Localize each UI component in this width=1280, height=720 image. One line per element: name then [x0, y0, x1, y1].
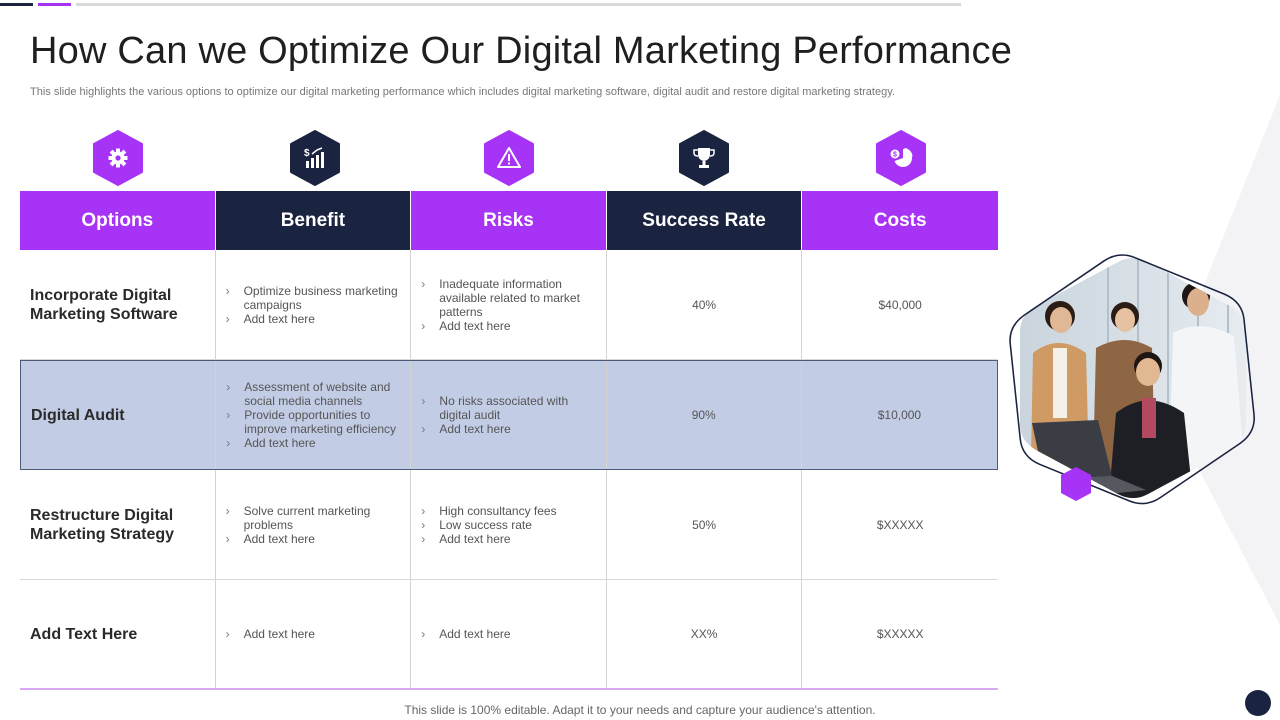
progress-strip-2: [38, 3, 71, 6]
options-table: $ $ Options Benefit Risks Success Rate C…: [20, 130, 998, 690]
risks-cell: High consultancy fees Low success rate A…: [411, 470, 607, 579]
list-item: Solve current marketing problems: [226, 504, 403, 532]
risks-hex: [483, 130, 535, 186]
table-row: Add Text Here Add text here Add text her…: [20, 580, 998, 690]
risks-cell: No risks associated with digital audit A…: [411, 361, 607, 469]
success-rate-cell: 90%: [607, 361, 802, 469]
list-item: Add text here: [421, 532, 556, 546]
table-row-highlighted: Digital Audit Assessment of website and …: [20, 360, 998, 470]
list-item: Add text here: [226, 532, 403, 546]
costs-hex: $: [875, 130, 927, 186]
header-costs: Costs: [802, 191, 998, 250]
list-item: Optimize business marketing campaigns: [226, 284, 403, 312]
list-item: Add text here: [421, 319, 598, 333]
list-item: Add text here: [225, 627, 314, 641]
svg-text:$: $: [304, 148, 310, 159]
benefit-cell: Optimize business marketing campaigns Ad…: [216, 250, 412, 359]
list-item: Add text here: [421, 627, 510, 641]
option-cell: Restructure Digital Marketing Strategy: [20, 470, 216, 579]
header-benefit: Benefit: [215, 191, 412, 250]
svg-text:$: $: [893, 152, 897, 159]
gear-icon: [108, 148, 128, 168]
success-rate-cell: 40%: [607, 250, 803, 359]
costs-cell: $XXXXX: [876, 517, 924, 532]
progress-strip-3: [76, 3, 961, 6]
list-item: Assessment of website and social media c…: [226, 380, 402, 408]
warning-icon: [497, 147, 521, 168]
option-cell: Incorporate Digital Marketing Software: [20, 250, 216, 359]
costs-cell: $XXXXX: [876, 627, 924, 641]
list-item: High consultancy fees: [421, 504, 556, 518]
benefit-cell: Solve current marketing problems Add tex…: [216, 470, 412, 579]
icon-row: $ $: [20, 130, 998, 191]
costs-cell: $40,000: [878, 297, 922, 312]
option-cell: Digital Audit: [21, 361, 217, 469]
list-item: Low success rate: [421, 518, 556, 532]
team-photo: [1009, 254, 1255, 505]
success-rate-cell: 50%: [607, 470, 803, 579]
dollar-chart-icon: $: [304, 147, 324, 168]
pie-chart-icon: $: [890, 148, 913, 167]
list-item: Add text here: [421, 422, 597, 436]
options-hex: [92, 130, 144, 186]
benefit-hex: $: [289, 130, 341, 186]
list-item: Add text here: [226, 436, 402, 450]
risks-cell: Inadequate information available related…: [411, 250, 607, 359]
slide-subtitle: This slide highlights the various option…: [30, 86, 895, 98]
benefit-cell: Add text here: [216, 580, 412, 688]
table-row: Incorporate Digital Marketing Software O…: [20, 250, 998, 360]
header-risks: Risks: [411, 191, 607, 250]
slide-title: How Can we Optimize Our Digital Marketin…: [30, 30, 1013, 72]
success-rate-cell: XX%: [607, 580, 803, 688]
footer-note: This slide is 100% editable. Adapt it to…: [404, 703, 876, 717]
benefit-cell: Assessment of website and social media c…: [216, 361, 412, 469]
header-success-rate: Success Rate: [606, 191, 803, 250]
table-header-row: Options Benefit Risks Success Rate Costs: [20, 191, 998, 250]
risks-cell: Add text here: [411, 580, 607, 688]
list-item: Provide opportunities to improve marketi…: [226, 408, 402, 436]
costs-cell: $10,000: [877, 408, 922, 422]
trophy-icon: [693, 148, 715, 168]
corner-dot: [1245, 690, 1271, 716]
list-item: No risks associated with digital audit: [421, 394, 597, 422]
header-options: Options: [20, 191, 216, 250]
progress-strip-1: [0, 3, 33, 6]
success-rate-hex: [678, 130, 730, 186]
list-item: Add text here: [226, 312, 403, 326]
list-item: Inadequate information available related…: [421, 277, 598, 319]
table-row: Restructure Digital Marketing Strategy S…: [20, 470, 998, 580]
option-cell: Add Text Here: [20, 580, 216, 688]
